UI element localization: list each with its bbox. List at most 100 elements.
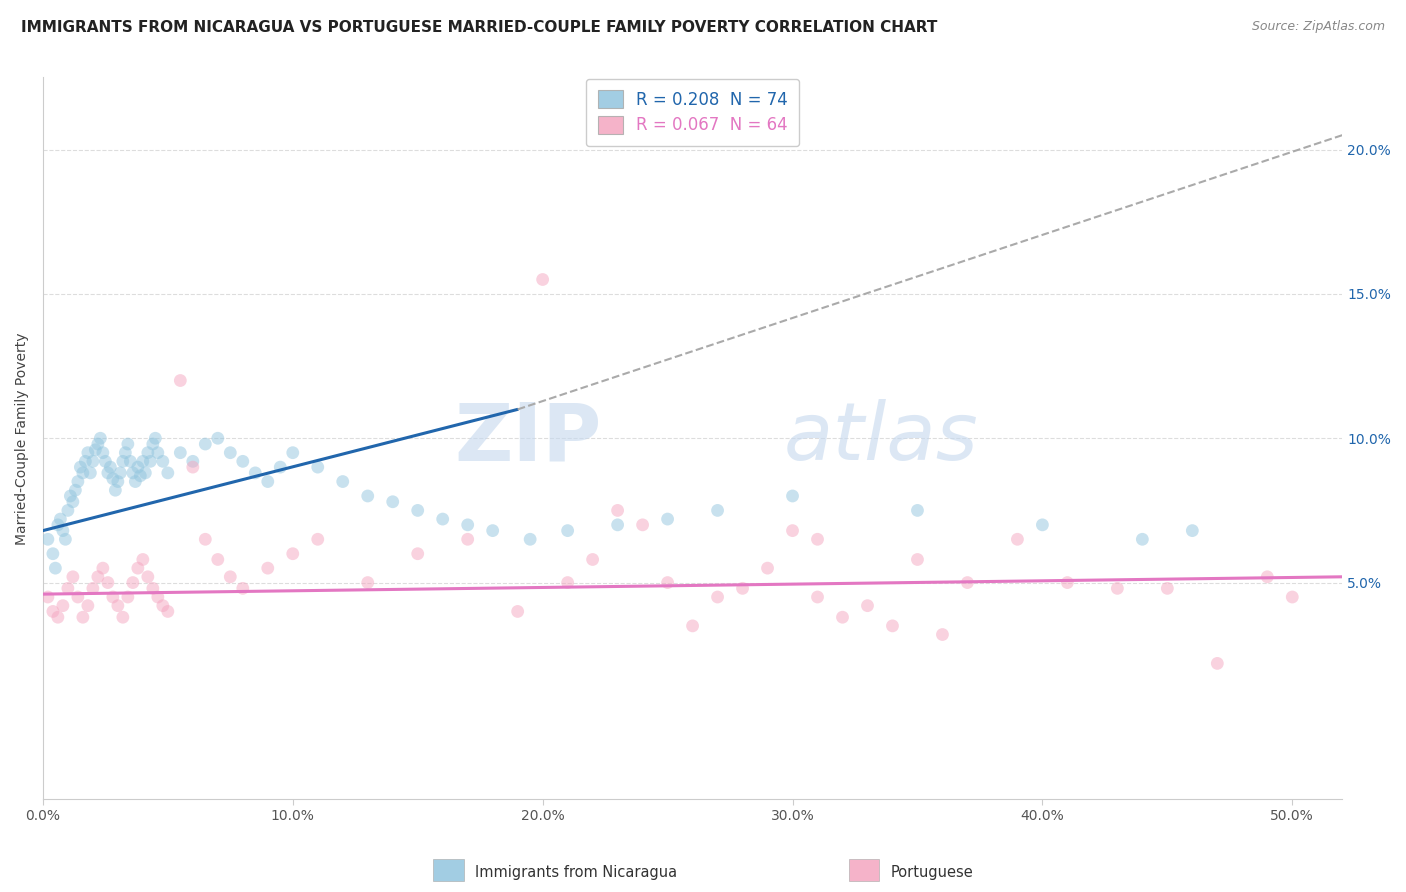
Point <box>481 524 503 538</box>
Point <box>156 604 179 618</box>
Point <box>56 503 79 517</box>
Point <box>256 475 278 489</box>
Point <box>207 552 229 566</box>
Point <box>782 524 804 538</box>
Point <box>72 466 94 480</box>
Point <box>657 512 679 526</box>
Point <box>142 437 165 451</box>
Point <box>89 431 111 445</box>
Text: ZIP: ZIP <box>454 400 602 477</box>
Point <box>1156 582 1178 596</box>
Point <box>121 575 143 590</box>
Text: Immigrants from Nicaragua: Immigrants from Nicaragua <box>475 865 678 880</box>
Point <box>606 517 628 532</box>
Point <box>432 512 454 526</box>
Point <box>76 445 98 459</box>
Point <box>194 437 217 451</box>
Point <box>1281 590 1303 604</box>
Point <box>121 466 143 480</box>
Point <box>1056 575 1078 590</box>
Point <box>76 599 98 613</box>
Point <box>907 552 929 566</box>
Point <box>281 547 304 561</box>
Point <box>97 466 120 480</box>
Point <box>91 445 114 459</box>
Point <box>606 503 628 517</box>
Point <box>1031 517 1053 532</box>
Point <box>132 552 155 566</box>
Point <box>46 517 69 532</box>
Point <box>506 604 529 618</box>
Point <box>94 454 117 468</box>
Point <box>143 431 166 445</box>
Point <box>181 460 204 475</box>
Point <box>806 590 828 604</box>
Point <box>856 599 879 613</box>
Point <box>52 524 75 538</box>
Point <box>682 619 704 633</box>
Point <box>42 604 65 618</box>
Point <box>706 590 728 604</box>
Text: atlas: atlas <box>783 400 979 477</box>
Point <box>1130 533 1153 547</box>
Point <box>357 489 380 503</box>
Point <box>127 460 149 475</box>
Text: IMMIGRANTS FROM NICARAGUA VS PORTUGUESE MARRIED-COUPLE FAMILY POVERTY CORRELATIO: IMMIGRANTS FROM NICARAGUA VS PORTUGUESE … <box>21 20 938 35</box>
Point <box>87 570 110 584</box>
Point <box>72 610 94 624</box>
Y-axis label: Married-Couple Family Poverty: Married-Couple Family Poverty <box>15 332 30 544</box>
Point <box>117 590 139 604</box>
Point <box>139 454 162 468</box>
Point <box>457 533 479 547</box>
Point <box>142 582 165 596</box>
Point <box>152 599 174 613</box>
Point <box>75 454 97 468</box>
Point <box>169 445 191 459</box>
Point <box>281 445 304 459</box>
Point <box>706 503 728 517</box>
Point <box>219 570 242 584</box>
Point <box>129 468 152 483</box>
Point <box>111 454 134 468</box>
Point <box>156 466 179 480</box>
Point <box>332 475 354 489</box>
Point <box>831 610 853 624</box>
Point <box>406 547 429 561</box>
Point <box>531 272 554 286</box>
Point <box>44 561 66 575</box>
Point <box>97 575 120 590</box>
Point <box>245 466 267 480</box>
Point <box>581 552 603 566</box>
Point <box>66 475 89 489</box>
Point <box>91 561 114 575</box>
Point <box>62 570 84 584</box>
Point <box>53 533 76 547</box>
Point <box>307 460 329 475</box>
Text: Source: ZipAtlas.com: Source: ZipAtlas.com <box>1251 20 1385 33</box>
Point <box>181 454 204 468</box>
Point <box>84 442 107 457</box>
Point <box>631 517 654 532</box>
Point <box>406 503 429 517</box>
Point <box>120 454 142 468</box>
Point <box>307 533 329 547</box>
Point <box>46 610 69 624</box>
Point <box>124 475 146 489</box>
Point <box>132 454 155 468</box>
Point <box>146 445 169 459</box>
Point <box>82 582 104 596</box>
Point <box>98 460 121 475</box>
Point <box>194 533 217 547</box>
Point <box>1181 524 1204 538</box>
Point <box>42 547 65 561</box>
Point <box>806 533 828 547</box>
Point <box>136 445 159 459</box>
Point <box>782 489 804 503</box>
Point <box>169 374 191 388</box>
Point <box>69 460 91 475</box>
Point <box>657 575 679 590</box>
Point <box>107 475 129 489</box>
Point <box>557 524 579 538</box>
Point <box>111 610 134 624</box>
Point <box>756 561 779 575</box>
